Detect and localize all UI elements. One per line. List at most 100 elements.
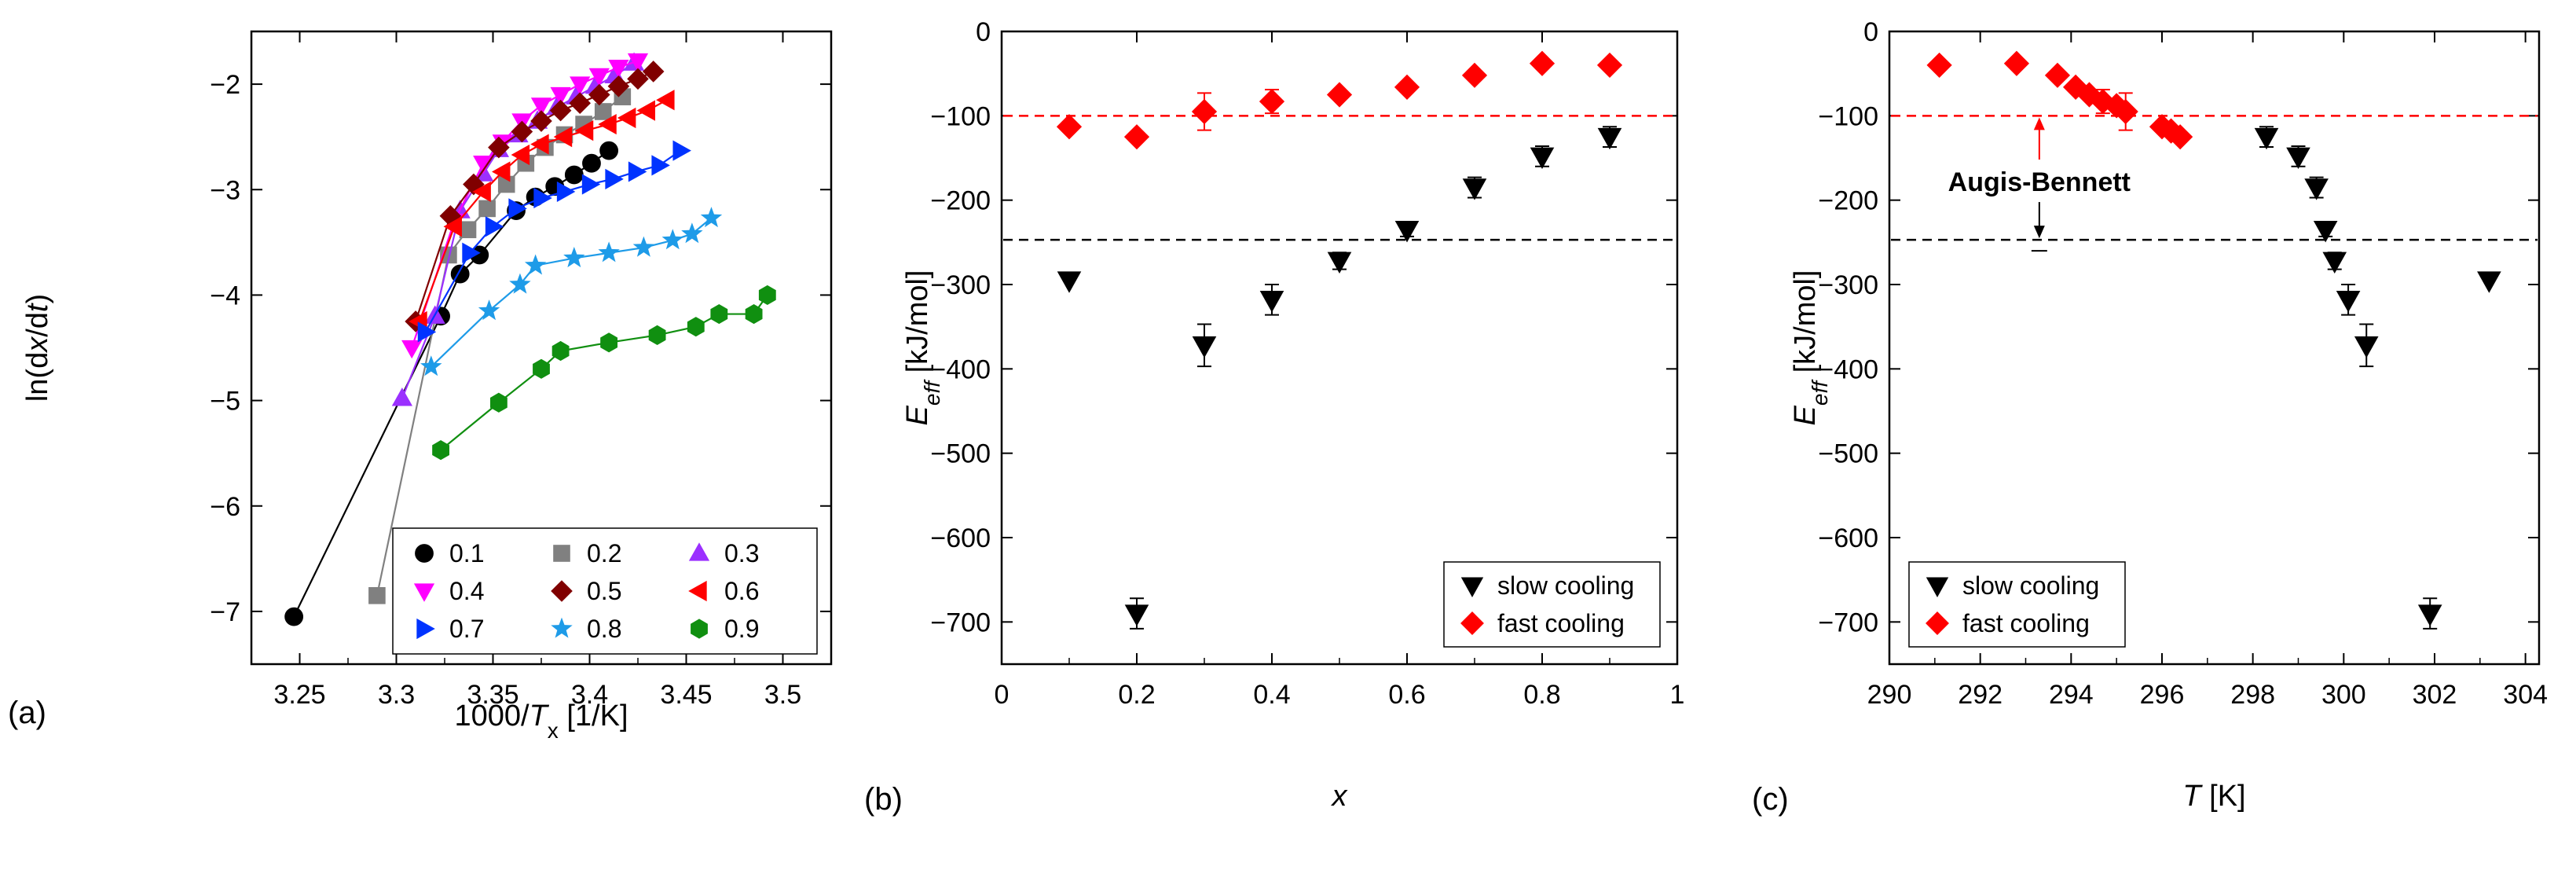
legend-marker [1926, 611, 1949, 635]
data-point [459, 221, 477, 239]
data-point [1462, 178, 1487, 200]
data-point [524, 254, 547, 275]
y-tick-label: −200 [1818, 186, 1878, 216]
data-point [1394, 220, 1420, 243]
data-point [368, 586, 386, 604]
series-0_8 [420, 207, 723, 376]
series-slow-cooling [1057, 126, 1622, 630]
data-point [564, 165, 584, 185]
x-axis-label: x [1331, 780, 1349, 813]
legend-marker [413, 583, 435, 602]
data-point [1057, 271, 1082, 293]
data-point [2313, 220, 2338, 243]
data-point [651, 155, 670, 176]
data-point [588, 83, 610, 106]
legend-label: 0.7 [449, 615, 484, 643]
legend-marker [1926, 577, 1949, 597]
data-point [672, 140, 691, 161]
x-tick-label: 290 [1867, 680, 1912, 710]
legend-marker [415, 544, 434, 563]
data-point [1394, 74, 1420, 100]
data-point [439, 204, 462, 227]
data-point [478, 299, 500, 321]
data-point [1259, 88, 1285, 115]
series-0_7 [417, 140, 691, 343]
legend: slow cooling fast cooling [1443, 561, 1661, 648]
x-axis-label: 1000/Tx [1/K] [454, 700, 628, 743]
y-axis-label: Eeff [kJ/mol] [1789, 270, 1832, 426]
series-0_9 [432, 285, 776, 461]
data-point [284, 607, 304, 626]
data-point [1596, 52, 1623, 79]
data-point [511, 120, 533, 143]
data-point [600, 332, 618, 353]
y-tick-label: −100 [1818, 101, 1878, 131]
data-point [2286, 147, 2310, 169]
data-point [581, 174, 601, 195]
legend-label: 0.8 [587, 615, 621, 643]
y-axis-label-part: [kJ/mol] [901, 270, 934, 381]
y-tick-label: −5 [210, 387, 240, 417]
y-tick-label: −600 [930, 523, 991, 553]
x-tick-label: 298 [2230, 680, 2275, 710]
data-point [1926, 52, 1952, 79]
data-point [617, 107, 636, 129]
data-point [570, 76, 591, 95]
x-tick-label: 0.4 [1253, 680, 1290, 710]
x-tick-label: 302 [2413, 680, 2457, 710]
series-fast-cooling [1056, 50, 1623, 150]
y-axis-label-part: E [1789, 405, 1822, 425]
data-point [492, 161, 511, 182]
data-point [605, 168, 624, 189]
data-point [1191, 98, 1218, 125]
y-axis-label-part: /d [21, 312, 54, 337]
y-tick-label: −700 [930, 608, 991, 637]
y-tick-label: −300 [930, 270, 991, 300]
data-point [472, 181, 491, 203]
panel-label: (b) [864, 782, 903, 817]
data-point [1461, 62, 1488, 88]
data-point [2417, 604, 2442, 626]
x-axis-label: T [K] [2182, 780, 2245, 813]
x-tick-label: 304 [2503, 680, 2548, 710]
data-point [432, 440, 449, 461]
data-point [569, 92, 591, 115]
data-point [681, 222, 703, 244]
data-point [594, 103, 612, 120]
arrow-up-head [2033, 117, 2045, 130]
data-point [2336, 291, 2361, 313]
series-line [440, 294, 768, 451]
data-point [582, 153, 601, 173]
data-point [530, 97, 552, 116]
y-tick-label: 0 [1863, 17, 1878, 47]
data-point [574, 120, 594, 141]
y-axis-label-part: eff [920, 379, 944, 406]
data-point [599, 141, 618, 160]
data-point [401, 340, 423, 359]
x-tick-label: 0.2 [1118, 680, 1155, 710]
legend-label: slow cooling [1497, 571, 1634, 600]
legend-label: 0.9 [724, 615, 759, 643]
data-point [598, 113, 617, 135]
x-tick-label: 3.5 [764, 680, 801, 710]
panel-b: 0 0.2 0.4 0.6 0.8 1 0 −100 −200 −300 −400 −500 −600 −… [864, 17, 1684, 817]
x-axis-label-part: 1000/ [454, 700, 529, 733]
data-point [700, 207, 723, 228]
data-point [508, 198, 527, 219]
data-point [648, 325, 666, 345]
data-point [1327, 252, 1352, 274]
y-axis-label-part: t [21, 303, 54, 312]
data-point [2003, 50, 2030, 76]
data-point [462, 242, 481, 263]
y-axis-label-part: eff [1808, 379, 1832, 406]
y-axis-label: Eeff [kJ/mol] [901, 270, 944, 426]
data-point [656, 90, 675, 111]
legend: slow cooling fast cooling [1908, 561, 2126, 648]
data-point [1530, 147, 1555, 169]
data-point [2044, 62, 2071, 88]
y-tick-label: 0 [976, 17, 991, 47]
data-point [2254, 127, 2279, 150]
y-tick-label: −200 [930, 186, 991, 216]
data-point [497, 175, 515, 193]
data-point [1192, 336, 1217, 358]
